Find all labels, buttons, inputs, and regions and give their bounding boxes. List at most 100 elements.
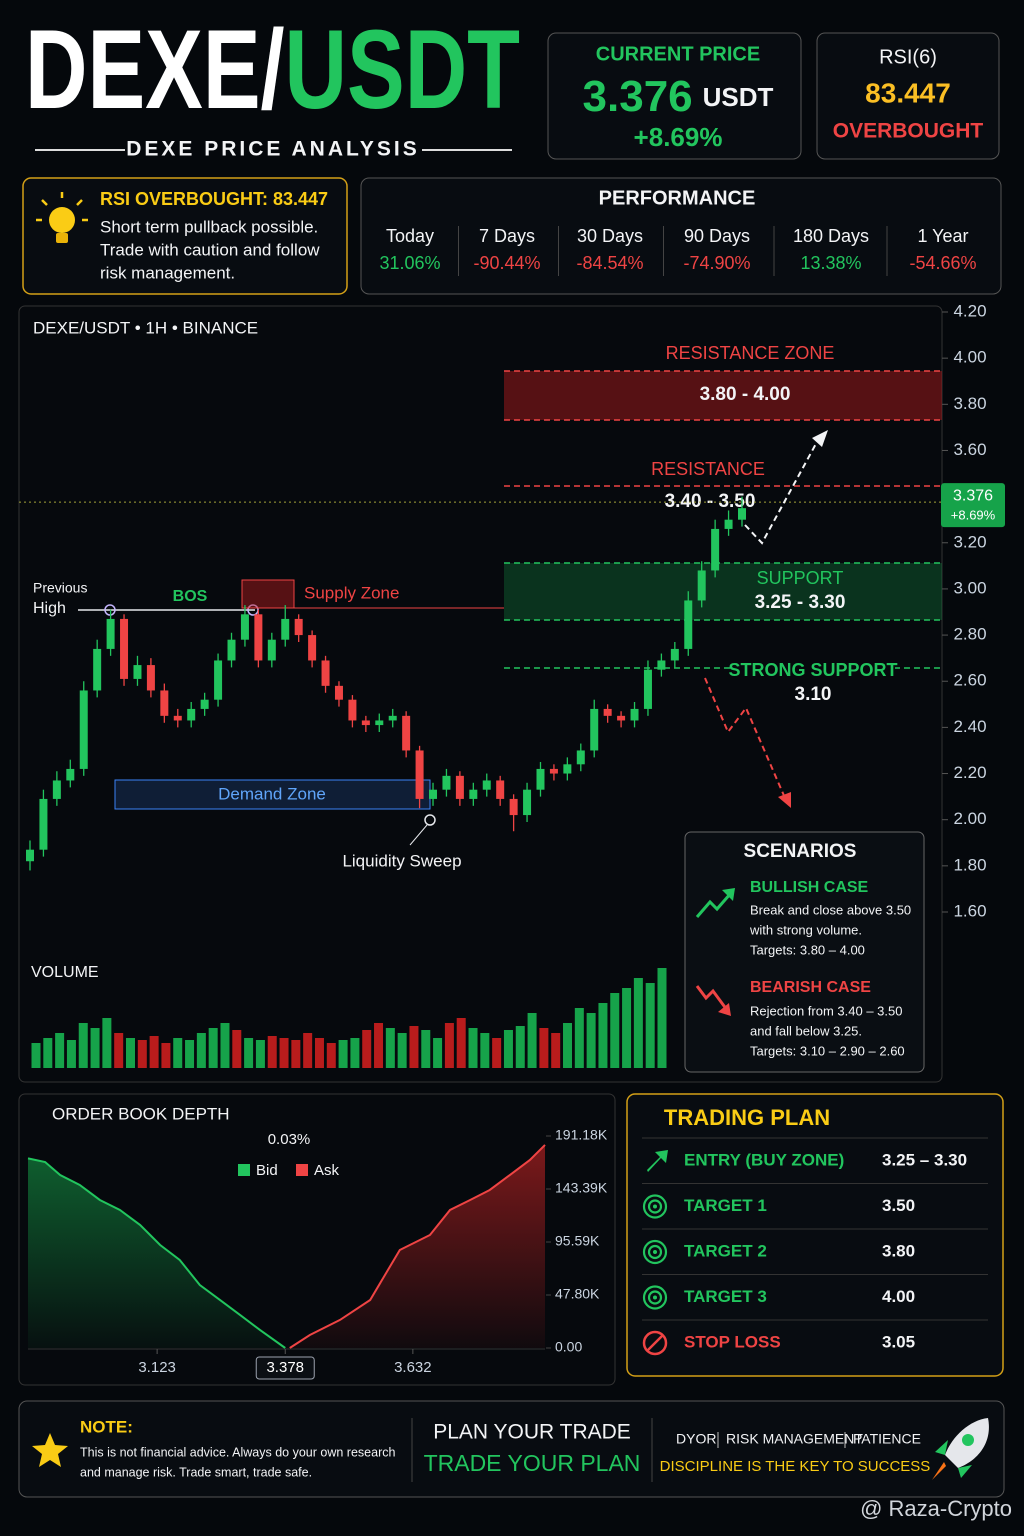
volume-title: VOLUME (31, 964, 99, 981)
candle-body (308, 635, 317, 661)
y-tick-label: 1.60 (953, 901, 986, 920)
volume-bar (244, 1038, 254, 1068)
y-tick-label: 3.20 (953, 532, 986, 551)
candle-body (482, 780, 491, 790)
sweep-marker (424, 814, 436, 826)
annotation: Liquidity Sweep (342, 851, 461, 870)
zone-range: 3.25 - 3.30 (755, 592, 846, 613)
candle-body (509, 798, 518, 816)
slogan: TRADE YOUR PLAN (424, 1450, 641, 1476)
alert-text: Trade with caution and follow (100, 240, 320, 259)
candle-body (120, 618, 129, 679)
legend-label: Bid (256, 1162, 278, 1179)
stop-icon (646, 1334, 664, 1352)
plan-value: 3.80 (882, 1241, 915, 1260)
period-value: 13.38% (800, 253, 861, 273)
volume-bar (55, 1033, 65, 1068)
bull-icon-head (722, 888, 735, 901)
tick-highlight (255, 1356, 315, 1380)
volume-bar (563, 1023, 573, 1068)
depth-line (27, 1157, 286, 1349)
volume-bar (303, 1033, 313, 1068)
volume-bar (468, 1028, 478, 1068)
alert-title: RSI OVERBOUGHT: 83.447 (100, 189, 328, 209)
plan-value: 3.25 – 3.30 (882, 1150, 967, 1169)
volume-bar (161, 1043, 171, 1068)
arrowhead (778, 792, 791, 808)
candle-body (93, 648, 102, 691)
candle-body (133, 665, 142, 679)
period-value: -84.54% (576, 253, 643, 273)
candle-body (200, 699, 209, 709)
legend-swatch (238, 1164, 250, 1176)
zone-range: 3.10 (795, 684, 832, 705)
candle-body (66, 768, 75, 781)
card-label: CURRENT PRICE (596, 43, 760, 65)
target-icon (653, 1204, 657, 1209)
candle-body (617, 715, 626, 721)
entry-icon (647, 1150, 668, 1172)
y-tick-label: 2.40 (953, 717, 986, 736)
candle-body (321, 660, 330, 686)
y-tick-label: 3.80 (953, 394, 986, 413)
volume-bar (43, 1038, 53, 1068)
volume-bar (78, 1023, 88, 1068)
candle-body (348, 699, 357, 721)
y-tick-label: 3.00 (953, 578, 986, 597)
volume-bar (173, 1038, 183, 1068)
period-value: -74.90% (683, 253, 750, 273)
chart-title: DEXE/USDT • 1H • BINANCE (33, 318, 258, 337)
tag: PATIENCE (853, 1431, 921, 1447)
y-tick-label: 3.60 (953, 440, 986, 459)
candle-body (643, 669, 652, 709)
candle-body (590, 708, 599, 751)
target-icon (642, 1239, 668, 1265)
candle-body (79, 690, 88, 769)
candle-body (267, 639, 276, 661)
y-tick-label: 191.18K (555, 1127, 608, 1143)
period-value: -90.44% (473, 253, 540, 273)
candle-body (388, 715, 397, 721)
y-tick-label: 95.59K (555, 1233, 600, 1249)
volume-bar (586, 1013, 596, 1068)
candle-body (455, 775, 464, 799)
current-price: 3.376 USDT (583, 72, 774, 121)
tag: RISK MANAGEMENT (726, 1431, 863, 1447)
target-icon (647, 1290, 663, 1305)
scenario-text: with strong volume. (749, 922, 862, 937)
rsi-value: 83.447 (865, 77, 951, 108)
volume-bar (633, 978, 643, 1068)
target-icon (653, 1250, 657, 1254)
candle-body (563, 764, 572, 774)
candle-body (670, 648, 679, 661)
volume-bar (574, 1008, 584, 1068)
volume-bar (125, 1038, 135, 1068)
candle-body (697, 570, 706, 601)
y-tick-label: 4.00 (953, 348, 986, 367)
candle-body (657, 660, 666, 670)
alert-text: Short term pullback possible. (100, 217, 318, 236)
x-tick-label: 3.632 (394, 1359, 432, 1376)
scenario-text: Targets: 3.10 – 2.90 – 2.60 (750, 1043, 905, 1058)
plan-value: 3.50 (882, 1196, 915, 1215)
candle-body (469, 789, 478, 799)
plan-title: TRADING PLAN (664, 1105, 830, 1130)
scenario-text: Rejection from 3.40 – 3.50 (750, 1003, 902, 1018)
demand-zone (114, 779, 431, 810)
candle-body (281, 618, 290, 640)
watermark: @ Raza-Crypto (860, 1496, 1012, 1521)
bullish-path (744, 439, 819, 545)
sweep-pointer (409, 824, 428, 846)
spread: 0.03% (268, 1131, 311, 1148)
candle-body (173, 715, 182, 721)
volume-bar (208, 1028, 218, 1068)
volume-bar (338, 1040, 348, 1068)
title-quote: USDT (285, 7, 520, 132)
depth-line (289, 1144, 546, 1349)
candle-body (334, 685, 343, 700)
volume-bar (515, 1026, 525, 1068)
arrowhead (812, 430, 828, 447)
volume-bar (326, 1043, 336, 1068)
annotation: High (33, 600, 66, 617)
volume-bar (385, 1028, 395, 1068)
